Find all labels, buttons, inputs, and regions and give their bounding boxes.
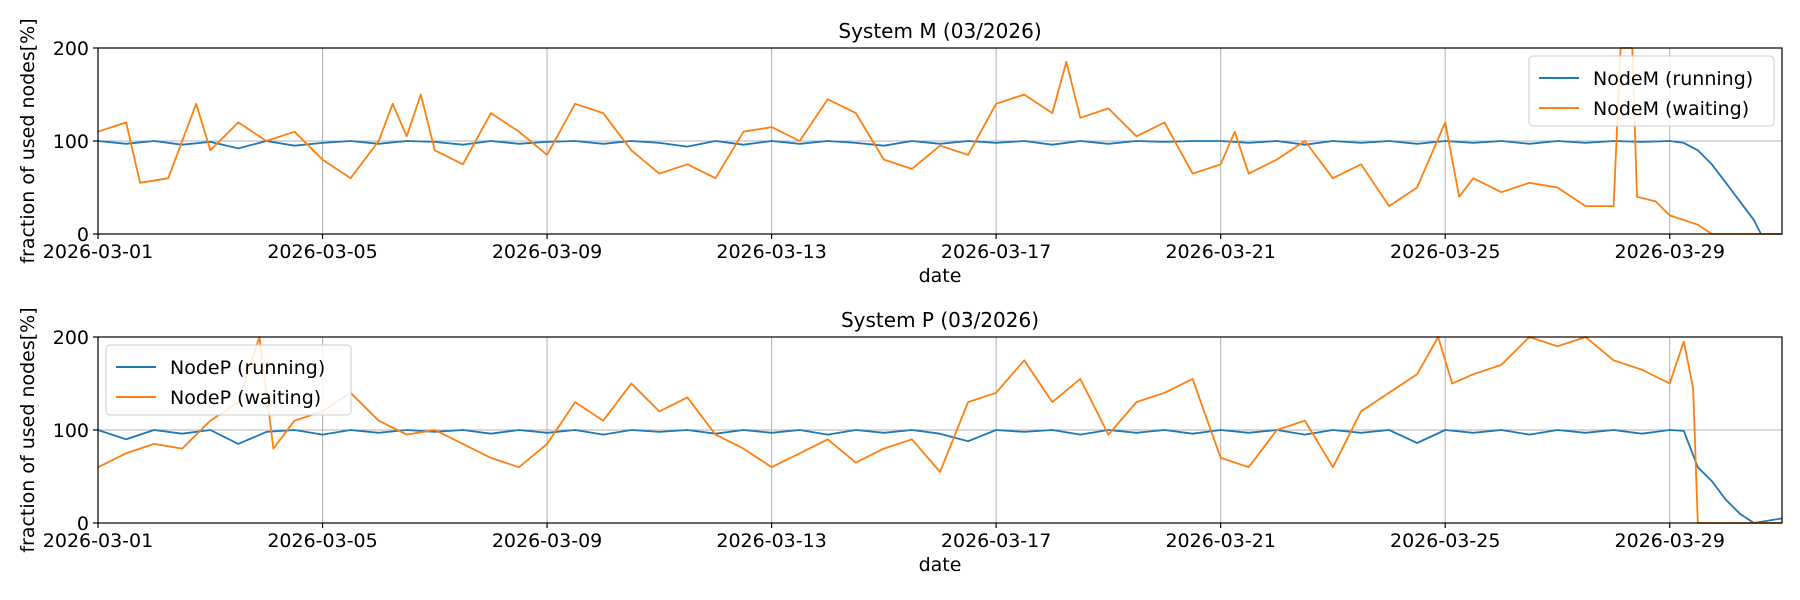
x-tick-label: 2026-03-05 — [267, 241, 377, 263]
series-group — [98, 336, 1782, 524]
x-axis-label: date — [919, 265, 962, 287]
series-line-1 — [98, 336, 1782, 524]
y-tick-label: 0 — [77, 224, 89, 246]
x-tick-label: 2026-03-29 — [1615, 241, 1725, 263]
legend: NodeM (running) NodeM (waiting) — [1528, 55, 1775, 127]
series-line-0 — [98, 140, 1782, 235]
legend-label-0: NodeP (running) — [170, 357, 325, 379]
x-tick-label: 2026-03-05 — [267, 530, 377, 552]
x-tick-label: 2026-03-17 — [941, 241, 1051, 263]
series-group — [98, 47, 1782, 235]
legend-label-0: NodeM (running) — [1593, 68, 1753, 90]
x-tick-label: 2026-03-09 — [492, 530, 602, 552]
x-tick-label: 2026-03-25 — [1390, 530, 1500, 552]
x-tick-label: 2026-03-01 — [43, 530, 153, 552]
y-tick-label: 100 — [53, 131, 89, 153]
legend-box — [105, 344, 352, 416]
series-line-1 — [98, 47, 1782, 235]
chart-title: System P (03/2026) — [841, 308, 1039, 332]
x-tick-label: 2026-03-01 — [43, 241, 153, 263]
legend: NodeP (running) NodeP (waiting) — [105, 344, 352, 416]
y-tick-label: 200 — [53, 327, 89, 349]
y-tick-label: 0 — [77, 513, 89, 535]
x-tick-label: 2026-03-25 — [1390, 241, 1500, 263]
x-axis-label: date — [919, 554, 962, 576]
legend-box — [1528, 55, 1775, 127]
x-tick-label: 2026-03-17 — [941, 530, 1051, 552]
x-tick-label: 2026-03-21 — [1165, 530, 1275, 552]
chart-title: System M (03/2026) — [838, 19, 1041, 43]
y-tick-label: 100 — [53, 420, 89, 442]
y-axis-label: fraction of used nodes[%] — [17, 18, 39, 263]
chart-system-m: 2026-03-01 2026-03-05 2026-03-09 2026-03-13… — [17, 18, 1783, 287]
legend-label-1: NodeP (waiting) — [170, 387, 321, 409]
y-axis-label: fraction of used nodes[%] — [17, 307, 39, 552]
x-tick-label: 2026-03-21 — [1165, 241, 1275, 263]
x-tick-label: 2026-03-13 — [716, 241, 826, 263]
series-line-0 — [98, 429, 1782, 524]
legend-label-1: NodeM (waiting) — [1593, 98, 1749, 120]
y-tick-label: 200 — [53, 38, 89, 60]
chart-system-p: 2026-03-01 2026-03-05 2026-03-09 2026-03-13… — [17, 307, 1783, 576]
x-tick-label: 2026-03-09 — [492, 241, 602, 263]
x-tick-label: 2026-03-29 — [1615, 530, 1725, 552]
x-tick-label: 2026-03-13 — [716, 530, 826, 552]
